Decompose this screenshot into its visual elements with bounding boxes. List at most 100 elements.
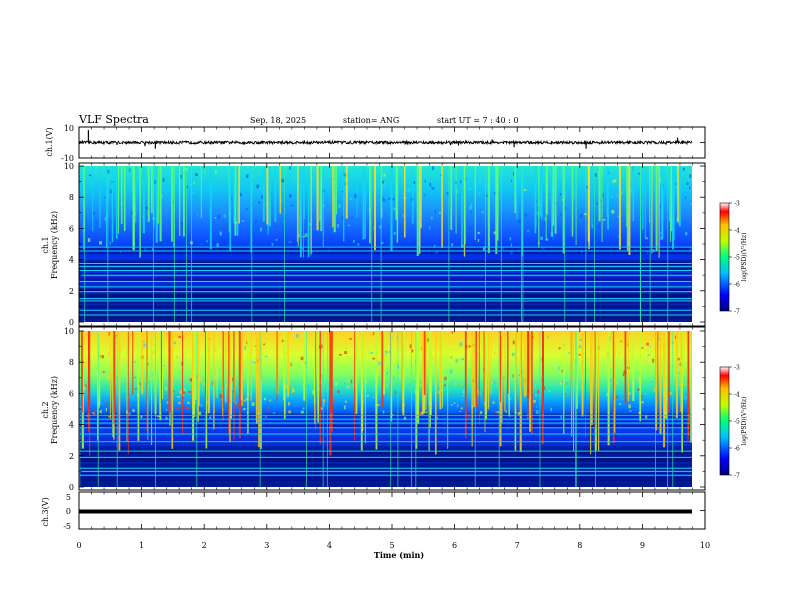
spec-sferic-streak — [441, 166, 443, 249]
spec-sferic-streak — [531, 331, 533, 434]
spec-sferic-streak — [317, 331, 320, 423]
spec-noise-speck — [628, 348, 632, 353]
spec-sferic-streak — [287, 331, 290, 396]
spec-noise-speck — [174, 331, 176, 335]
spec-sferic-streak — [375, 331, 378, 450]
spec-sferic-streak — [117, 166, 120, 234]
spec-sferic-streak — [259, 331, 262, 450]
spec-sferic-streak — [113, 331, 116, 425]
spec-sferic-streak — [345, 166, 348, 219]
spec-noise-speck — [403, 416, 407, 421]
spec-noise-speck — [386, 384, 388, 388]
spec-noise-speck — [597, 224, 601, 228]
spec-noise-speck — [683, 382, 686, 385]
spec-noise-speck — [609, 378, 612, 382]
spec-noise-speck — [304, 233, 308, 237]
spec-noise-speck — [647, 354, 651, 356]
spec-noise-speck — [609, 365, 612, 368]
spec-noise-speck — [693, 388, 695, 392]
spec-sferic-streak — [655, 331, 658, 431]
spec-noise-speck — [571, 358, 574, 361]
spec-dark-band — [79, 248, 692, 251]
ch2-colorbar-label: log(PSD)(V²/Hz) — [741, 397, 748, 446]
spec-noise-speck — [191, 192, 195, 194]
spec-noise-speck — [333, 360, 335, 363]
spec-sferic-streak — [159, 166, 162, 242]
spec-noise-speck — [294, 386, 297, 390]
spec-sferic-streak — [552, 166, 555, 226]
spec-dark-band — [79, 478, 692, 482]
spec-noise-speck — [353, 239, 355, 243]
spec-sferic-streak — [168, 331, 171, 413]
spec-noise-speck — [573, 359, 576, 363]
spec-noise-speck — [384, 233, 388, 235]
spec-sferic-streak — [628, 331, 629, 402]
spec-noise-speck — [518, 219, 521, 224]
spec-noise-speck — [585, 358, 589, 361]
spec-noise-speck — [456, 333, 458, 336]
spec-noise-speck — [364, 379, 367, 383]
spec-noise-speck — [291, 391, 293, 394]
spec-noise-speck — [180, 222, 184, 225]
spec-noise-speck — [468, 188, 472, 191]
spec-noise-speck — [397, 228, 401, 231]
spec-noise-speck — [346, 354, 349, 358]
spec-noise-speck — [264, 355, 268, 358]
spec-noise-speck — [436, 341, 439, 345]
ch2-sferic-streaks — [79, 331, 695, 487]
spec-sferic-streak — [677, 166, 680, 222]
spec-noise-speck — [628, 392, 632, 395]
spec-sferic-streak — [416, 166, 419, 257]
spec-noise-speck — [647, 356, 649, 359]
ch1-ytick-bottom: -10 — [61, 154, 74, 163]
colorbar-tick-label: -3 — [734, 201, 740, 208]
spec-noise-speck — [256, 184, 259, 189]
spec-dark-band — [79, 279, 692, 281]
spec-noise-speck — [216, 243, 219, 247]
spec-sferic-streak — [464, 166, 466, 245]
spec-noise-speck — [386, 372, 389, 375]
spec-noise-speck — [260, 227, 263, 232]
spec-noise-speck — [431, 187, 435, 190]
spec-noise-speck — [541, 241, 543, 245]
spec-noise-speck — [108, 332, 111, 336]
spec-noise-speck — [354, 369, 357, 373]
spec-noise-speck — [347, 378, 349, 383]
spec-noise-speck — [638, 178, 641, 181]
spec-noise-speck — [142, 341, 145, 343]
spec-noise-speck — [256, 227, 258, 231]
spec-sferic-streak — [381, 331, 384, 408]
x-axis-label: Time (min) — [374, 550, 424, 560]
spec-noise-speck — [596, 169, 599, 173]
spec-noise-speck — [596, 202, 599, 205]
spec-noise-speck — [694, 192, 697, 195]
spec-dark-band — [79, 453, 692, 455]
spec-sferic-streak — [618, 166, 621, 250]
spec-noise-speck — [202, 382, 206, 385]
spec-ytick-label: 6 — [69, 224, 74, 233]
spec-noise-speck — [219, 394, 223, 399]
spec-noise-speck — [93, 413, 97, 416]
spec-sferic-streak — [222, 331, 224, 422]
spec-noise-speck — [366, 394, 369, 397]
ch1-waveform-path — [78, 137, 693, 147]
spec-sferic-streak — [415, 331, 418, 449]
figure-title: VLF Spectra — [78, 113, 149, 126]
spec-noise-speck — [396, 336, 398, 341]
spec-sferic-streak — [390, 331, 393, 422]
spec-noise-speck — [469, 211, 472, 213]
x-tick-label: 0 — [76, 541, 81, 550]
spec-noise-speck — [414, 377, 416, 380]
ch1-waveform-trace — [78, 126, 705, 159]
spec-noise-speck — [660, 231, 662, 235]
spec-noise-speck — [437, 387, 440, 390]
spec-noise-speck — [646, 348, 649, 353]
spec-noise-speck — [248, 363, 250, 366]
spec-sferic-streak — [276, 331, 278, 403]
spec-noise-speck — [320, 407, 323, 410]
spec-noise-speck — [567, 332, 570, 334]
spec-sferic-streak — [514, 331, 517, 451]
spec-noise-speck — [99, 241, 102, 245]
spec-dark-band — [79, 473, 692, 476]
spec-noise-speck — [493, 231, 497, 235]
